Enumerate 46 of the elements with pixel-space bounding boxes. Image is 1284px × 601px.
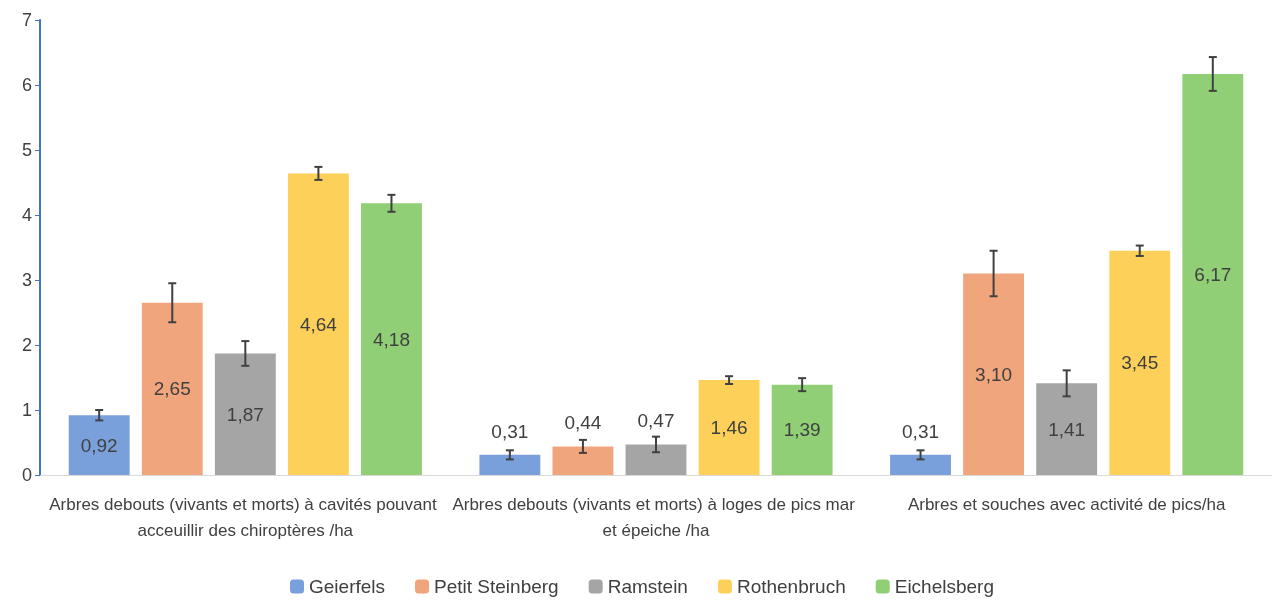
x-tick-label: Arbres et souches avec activité de pics/ha xyxy=(907,494,1226,514)
legend-label: Petit Steinberg xyxy=(434,576,559,597)
bar xyxy=(698,380,760,475)
bar xyxy=(141,302,203,475)
bar xyxy=(1109,250,1171,475)
data-label: 6,17 xyxy=(1194,263,1232,285)
data-label: 0,92 xyxy=(80,434,118,456)
legend-label: Geierfels xyxy=(309,576,386,597)
y-tick-label: 5 xyxy=(21,140,32,160)
y-tick-label: 0 xyxy=(21,465,32,485)
data-label: 4,18 xyxy=(372,328,410,350)
bar xyxy=(287,173,349,475)
bar xyxy=(214,353,276,475)
legend-label: Ramstein xyxy=(607,576,688,597)
bar xyxy=(771,384,833,475)
bar xyxy=(552,446,614,475)
y-tick-label: 3 xyxy=(21,270,32,290)
legend-label: Rothenbruch xyxy=(736,576,846,597)
data-label: 1,46 xyxy=(710,417,748,439)
y-tick-label: 1 xyxy=(21,400,32,420)
bar xyxy=(479,454,541,475)
data-label: 0,44 xyxy=(564,412,602,434)
y-tick-label: 7 xyxy=(21,10,32,30)
x-tick-label: Arbres debouts (vivants et morts) à loges de pics mar et épeiche /ha xyxy=(452,494,860,540)
y-tick-label: 6 xyxy=(21,75,32,95)
bar xyxy=(1036,383,1098,475)
y-tick-label: 2 xyxy=(21,335,32,355)
data-label: 1,41 xyxy=(1048,418,1086,440)
bar xyxy=(890,454,951,475)
data-label: 0,31 xyxy=(902,420,940,442)
data-label: 2,65 xyxy=(153,378,191,400)
data-label: 0,47 xyxy=(637,410,675,432)
bar xyxy=(1182,73,1244,475)
bar xyxy=(68,415,130,475)
y-tick-label: 4 xyxy=(21,205,32,225)
bar xyxy=(963,273,1025,475)
data-label: 1,87 xyxy=(226,403,264,425)
data-label: 0,31 xyxy=(491,420,529,442)
data-label: 3,10 xyxy=(975,363,1013,385)
data-label: 3,45 xyxy=(1121,352,1159,374)
bar xyxy=(361,203,422,475)
x-tick-label: Arbres debouts (vivants et morts) à cavités pouvant acceuillir des chiroptères /ha xyxy=(49,494,442,540)
data-label: 4,64 xyxy=(299,313,338,335)
bar xyxy=(625,444,687,475)
data-label: 1,39 xyxy=(783,419,821,441)
legend-label: Eichelsberg xyxy=(894,576,994,597)
